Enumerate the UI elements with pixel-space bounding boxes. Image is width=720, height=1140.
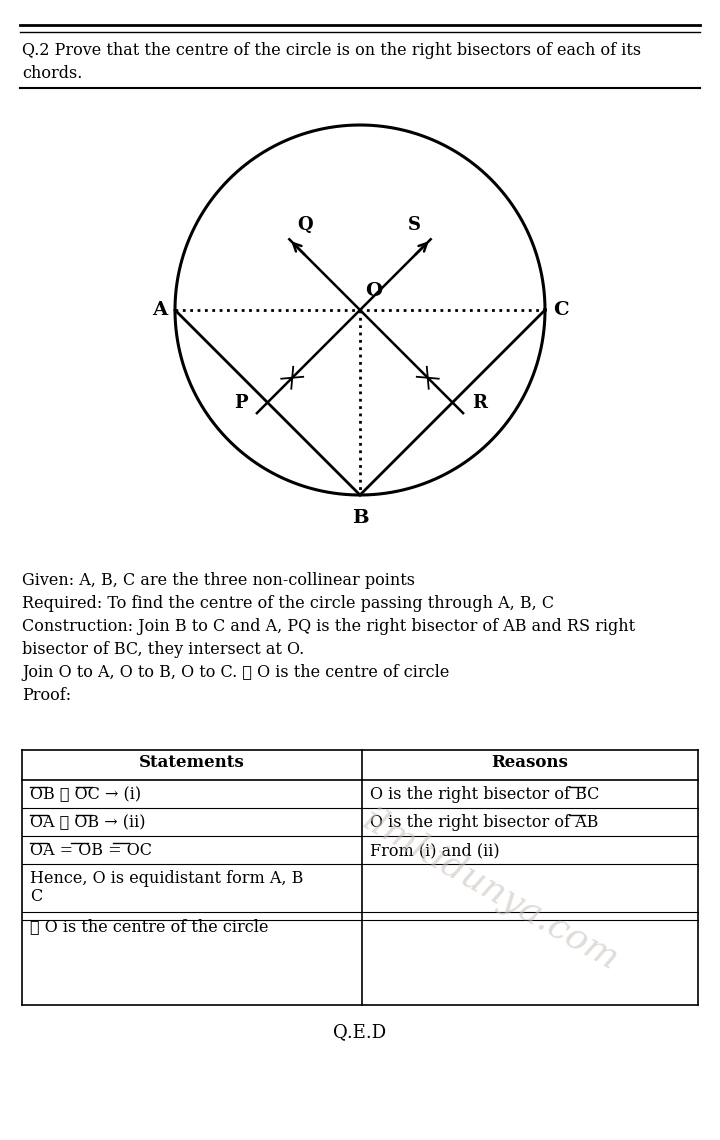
Text: Q: Q	[297, 217, 313, 235]
Text: ilmkidunya.com: ilmkidunya.com	[356, 803, 624, 977]
Text: Reasons: Reasons	[492, 754, 568, 771]
Text: O: O	[365, 282, 382, 300]
Text: OA ≅ OB → (ii): OA ≅ OB → (ii)	[30, 814, 145, 831]
Text: OA = OB = OC: OA = OB = OC	[30, 842, 152, 860]
Text: C: C	[30, 888, 42, 905]
Text: Given: A, B, C are the three non-collinear points: Given: A, B, C are the three non-colline…	[22, 572, 415, 589]
Text: Proof:: Proof:	[22, 687, 71, 705]
Text: O is the right bisector of BC: O is the right bisector of BC	[370, 785, 599, 803]
Text: Construction: Join B to C and A, PQ is the right bisector of AB and RS right: Construction: Join B to C and A, PQ is t…	[22, 618, 635, 635]
Text: A: A	[152, 301, 167, 319]
Text: chords.: chords.	[22, 65, 82, 82]
Text: ∴ O is the centre of the circle: ∴ O is the centre of the circle	[30, 918, 269, 935]
Text: Required: To find the centre of the circle passing through A, B, C: Required: To find the centre of the circ…	[22, 595, 554, 612]
Text: Hence, O is equidistant form A, B: Hence, O is equidistant form A, B	[30, 870, 303, 887]
Text: Q.2 Prove that the centre of the circle is on the right bisectors of each of its: Q.2 Prove that the centre of the circle …	[22, 42, 641, 59]
Text: S: S	[408, 217, 420, 235]
Text: C: C	[553, 301, 569, 319]
Text: R: R	[472, 393, 487, 412]
Text: Statements: Statements	[139, 754, 245, 771]
Text: From (i) and (ii): From (i) and (ii)	[370, 842, 500, 860]
Text: P: P	[234, 393, 248, 412]
Text: bisector of BC, they intersect at O.: bisector of BC, they intersect at O.	[22, 641, 305, 658]
Text: B: B	[351, 508, 369, 527]
Text: Join O to A, O to B, O to C. ∴ O is the centre of circle: Join O to A, O to B, O to C. ∴ O is the …	[22, 663, 449, 681]
Text: Q.E.D: Q.E.D	[333, 1023, 387, 1041]
Text: O is the right bisector of AB: O is the right bisector of AB	[370, 814, 598, 831]
Text: OB ≅ OC → (i): OB ≅ OC → (i)	[30, 785, 141, 803]
